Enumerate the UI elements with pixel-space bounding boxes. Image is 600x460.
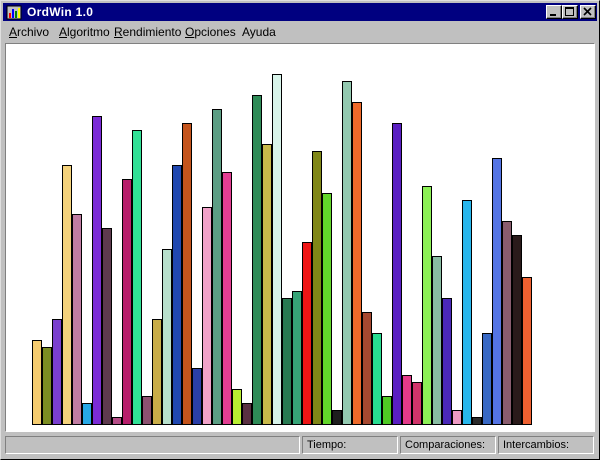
bar-27 [302,242,312,425]
bar-46 [492,158,502,425]
bar-11 [142,396,152,425]
maximize-icon [565,7,574,16]
maximize-button[interactable] [562,5,578,19]
menu-ayuda-mnemonic: Ayu [242,25,263,39]
bar-31 [342,81,352,425]
menu-rendimiento-label: endimiento [122,25,182,39]
bar-47 [502,221,512,425]
bar-33 [362,312,372,425]
bar-34 [372,333,382,425]
bar-13 [162,249,172,425]
bar-23 [262,144,272,425]
bar-36 [392,123,402,425]
bar-39 [422,186,432,425]
bar-3 [62,165,72,425]
bar-44 [472,417,482,425]
menu-archivo-label: rchivo [17,25,50,39]
menu-archivo-mnemonic: A [9,25,18,39]
menu-opciones[interactable]: Opciones [185,25,236,39]
bar-20 [232,389,242,425]
bar-35 [382,396,392,425]
bar-7 [102,228,112,425]
status-comparaciones: Comparaciones: [400,436,496,454]
bar-22 [252,95,262,425]
bar-18 [212,109,222,425]
bar-30 [332,410,342,425]
bar-42 [452,410,462,425]
menu-rendimiento-mnemonic: R [114,25,123,39]
bar-12 [152,319,162,425]
bar-24 [272,74,282,425]
bar-chart-area [5,43,595,432]
close-button[interactable] [580,5,596,19]
bar-19 [222,172,232,425]
bar-5 [82,403,92,425]
minimize-button[interactable] [546,5,562,19]
bar-6 [92,116,102,425]
bar-49 [522,277,532,425]
bar-21 [242,403,252,425]
bar-1 [42,347,52,425]
bar-chart [32,74,532,425]
menu-ayuda[interactable]: Ayuda [242,25,276,39]
bar-45 [482,333,492,425]
window-title: OrdWin 1.0 [27,5,94,19]
bar-15 [182,123,192,425]
status-tiempo: Tiempo: [302,436,398,454]
title-bar[interactable]: OrdWin 1.0 [3,3,597,21]
bar-10 [132,130,142,425]
bar-26 [292,291,302,425]
menu-opciones-label: pciones [194,25,236,39]
menu-opciones-mnemonic: O [185,25,195,39]
bar-29 [322,193,332,425]
bar-8 [112,417,122,425]
bar-0 [32,340,42,425]
status-intercambios: Intercambios: [498,436,594,454]
minimize-icon [550,14,556,16]
app-icon[interactable] [6,4,22,20]
menu-algoritmo[interactable]: Algoritmo [59,25,110,39]
bar-9 [122,179,132,425]
bar-25 [282,298,292,425]
menu-ayuda-label: da [262,25,276,39]
menu-algoritmo-label: lgoritmo [67,25,110,39]
bar-28 [312,151,322,425]
menu-algoritmo-mnemonic: A [59,25,68,39]
bar-48 [512,235,522,425]
status-bar: Tiempo: Comparaciones: Intercambios: [3,434,597,457]
bar-38 [412,382,422,425]
bar-14 [172,165,182,425]
bar-40 [432,256,442,425]
close-icon [583,7,592,16]
menu-archivo[interactable]: Archivo [9,25,49,39]
menu-bar: Archivo Algoritmo Rendimiento Opciones A… [3,22,597,41]
status-main-panel [5,436,300,454]
bar-17 [202,207,212,425]
bar-37 [402,375,412,425]
menu-rendimiento[interactable]: Rendimiento [114,25,181,39]
bar-16 [192,368,202,425]
bar-4 [72,214,82,425]
bar-2 [52,319,62,425]
bar-32 [352,102,362,425]
bar-41 [442,298,452,425]
bar-43 [462,200,472,425]
